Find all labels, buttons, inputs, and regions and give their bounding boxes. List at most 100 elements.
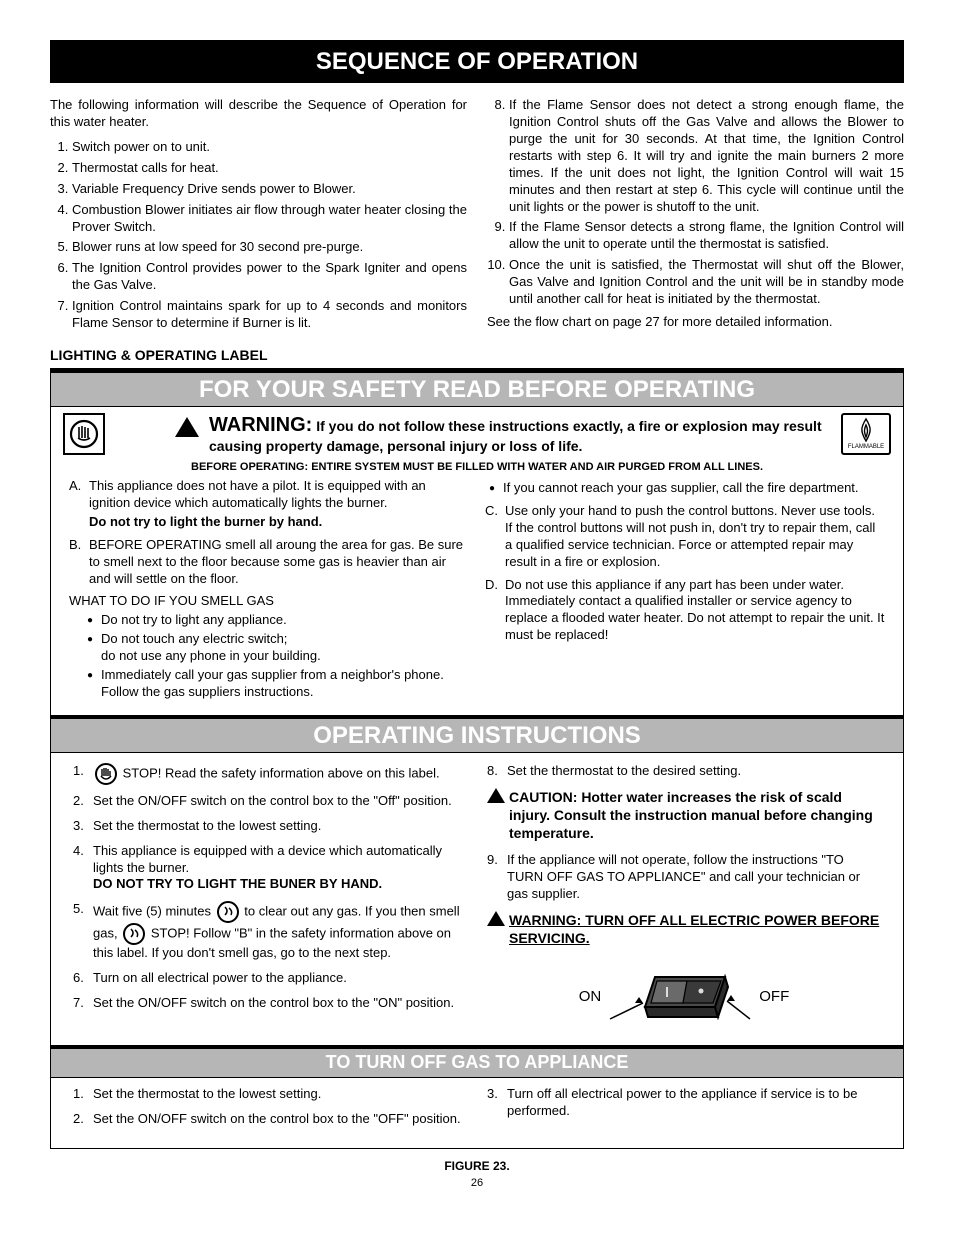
op-num: 2. — [73, 793, 93, 810]
op-text: STOP! Read the safety information above … — [123, 765, 440, 780]
op-text: Set the thermostat to the desired settin… — [507, 763, 881, 780]
operating-columns: 1. STOP! Read the safety information abo… — [51, 753, 903, 1032]
letter-b: B. — [69, 537, 89, 588]
op-text: Set the thermostat to the lowest setting… — [93, 818, 467, 835]
op-num: 3. — [73, 818, 93, 835]
warning-triangle-icon — [487, 911, 505, 926]
smell-gas-bullets: Do not try to light any appliance. Do no… — [69, 612, 469, 700]
seq-step: Once the unit is satisfied, the Thermost… — [509, 257, 904, 308]
op-text: This appliance is equipped with a device… — [93, 843, 442, 875]
warning-row: WARNING: If you do not follow these inst… — [51, 407, 903, 458]
op-step-3: 3.Set the thermostat to the lowest setti… — [73, 818, 467, 835]
seq-step: If the Flame Sensor does not detect a st… — [509, 97, 904, 215]
op-num: 5. — [73, 901, 93, 962]
op-text: Turn on all electrical power to the appl… — [93, 970, 467, 987]
sequence-list-left: Switch power on to unit. Thermostat call… — [50, 139, 467, 332]
warning-triangle-icon — [487, 788, 505, 803]
sequence-columns: The following information will describe … — [50, 97, 904, 336]
safety-item-b: B. BEFORE OPERATING smell all aroung the… — [69, 537, 469, 588]
letter-a: A. — [69, 478, 89, 531]
see-flowchart-note: See the flow chart on page 27 for more d… — [487, 314, 904, 331]
op-bold: DO NOT TRY TO LIGHT THE BUNER BY HAND. — [93, 876, 467, 893]
sequence-list-right: If the Flame Sensor does not detect a st… — [487, 97, 904, 308]
seq-step: Combustion Blower initiates air flow thr… — [72, 202, 467, 236]
smell-nose-icon — [217, 901, 239, 923]
safety-item-a: A. This appliance does not have a pilot.… — [69, 478, 469, 531]
op-step-1: 1. STOP! Read the safety information abo… — [73, 763, 467, 785]
sequence-right: If the Flame Sensor does not detect a st… — [487, 97, 904, 336]
page-title-bar: SEQUENCE OF OPERATION — [50, 40, 904, 83]
seq-step: Ignition Control maintains spark for up … — [72, 298, 467, 332]
operating-title-bar: OPERATING INSTRUCTIONS — [51, 715, 903, 753]
seq-step: Thermostat calls for heat. — [72, 160, 467, 177]
op-text: Set the ON/OFF switch on the control box… — [93, 995, 467, 1012]
op-text-c: STOP! Follow "B" in the safety informati… — [93, 926, 451, 961]
op-step-7: 7.Set the ON/OFF switch on the control b… — [73, 995, 467, 1012]
figure-label: FIGURE 23. — [50, 1159, 904, 1175]
safety-d-text: Do not use this appliance if any part ha… — [505, 577, 885, 645]
operating-left: 1. STOP! Read the safety information abo… — [73, 763, 467, 1032]
hand-stop-icon — [95, 763, 117, 785]
service-warning-text: WARNING: TURN OFF ALL ELECTRIC POWER BEF… — [509, 911, 881, 947]
seq-step: The Ignition Control provides power to t… — [72, 260, 467, 294]
op-text: Set the thermostat to the lowest setting… — [93, 1086, 467, 1103]
op-step-5: 5. Wait five (5) minutes to clear out an… — [73, 901, 467, 962]
on-off-switch-diagram: ON OFF — [487, 961, 881, 1031]
safety-title-bar: FOR YOUR SAFETY READ BEFORE OPERATING — [51, 369, 903, 407]
op-num: 1. — [73, 1086, 93, 1103]
turnoff-left: 1.Set the thermostat to the lowest setti… — [73, 1086, 467, 1136]
safety-a-text: This appliance does not have a pilot. It… — [89, 478, 426, 510]
smell-bullet: Immediately call your gas supplier from … — [87, 667, 469, 701]
smell-bullet: Do not try to light any appliance. — [87, 612, 469, 629]
op-num: 9. — [487, 852, 507, 903]
op-num: 8. — [487, 763, 507, 780]
op-text: Turn off all electrical power to the app… — [507, 1086, 881, 1120]
op-text: Set the ON/OFF switch on the control box… — [93, 1111, 467, 1128]
sequence-intro: The following information will describe … — [50, 97, 467, 131]
safety-columns: A. This appliance does not have a pilot.… — [51, 478, 903, 703]
service-warning-row: WARNING: TURN OFF ALL ELECTRIC POWER BEF… — [487, 911, 881, 947]
op-text-a: Wait five (5) minutes — [93, 904, 211, 919]
read-manual-icon — [63, 413, 105, 455]
safety-item-d: D. Do not use this appliance if any part… — [485, 577, 885, 645]
safety-right: If you cannot reach your gas supplier, c… — [485, 478, 885, 703]
op-step-2: 2.Set the ON/OFF switch on the control b… — [73, 793, 467, 810]
smell-gas-heading: WHAT TO DO IF YOU SMELL GAS — [69, 593, 469, 610]
smell-bullet: Do not touch any electric switch; do not… — [87, 631, 469, 665]
turnoff-step: 1.Set the thermostat to the lowest setti… — [73, 1086, 467, 1103]
seq-step: Variable Frequency Drive sends power to … — [72, 181, 467, 198]
op-num: 7. — [73, 995, 93, 1012]
op-step-4: 4. This appliance is equipped with a dev… — [73, 843, 467, 894]
safety-c-text: Use only your hand to push the control b… — [505, 503, 885, 571]
flammable-label: FLAMMABLE — [848, 444, 884, 452]
caution-row: CAUTION: Hotter water increases the risk… — [487, 788, 881, 843]
safety-b-text: BEFORE OPERATING smell all aroung the ar… — [89, 537, 469, 588]
rocker-switch-icon — [605, 961, 755, 1031]
safety-a-bold: Do not try to light the burner by hand. — [89, 514, 469, 531]
lighting-operating-label-heading: LIGHTING & OPERATING LABEL — [50, 346, 904, 364]
op-step-6: 6.Turn on all electrical power to the ap… — [73, 970, 467, 987]
turnoff-title-bar: TO TURN OFF GAS TO APPLIANCE — [51, 1045, 903, 1077]
op-step-8: 8.Set the thermostat to the desired sett… — [487, 763, 881, 780]
smell-bullet: If you cannot reach your gas supplier, c… — [489, 480, 885, 497]
op-text: If the appliance will not operate, follo… — [507, 852, 881, 903]
before-operating-note: BEFORE OPERATING: ENTIRE SYSTEM MUST BE … — [51, 458, 903, 478]
flammable-icon: FLAMMABLE — [841, 413, 891, 455]
op-num: 6. — [73, 970, 93, 987]
page-number: 26 — [50, 1176, 904, 1190]
turnoff-columns: 1.Set the thermostat to the lowest setti… — [51, 1078, 903, 1136]
letter-d: D. — [485, 577, 505, 645]
smell-nose-icon — [123, 923, 145, 945]
seq-step: Switch power on to unit. — [72, 139, 467, 156]
turnoff-step: 2.Set the ON/OFF switch on the control b… — [73, 1111, 467, 1128]
safety-item-c: C. Use only your hand to push the contro… — [485, 503, 885, 571]
op-num: 4. — [73, 843, 93, 894]
warning-triangle-icon — [175, 413, 199, 437]
on-label: ON — [579, 987, 602, 1007]
op-num: 3. — [487, 1086, 507, 1120]
sequence-left: The following information will describe … — [50, 97, 467, 336]
warning-label: WARNING: — [209, 414, 312, 436]
op-text: Set the ON/OFF switch on the control box… — [93, 793, 467, 810]
turnoff-step: 3.Turn off all electrical power to the a… — [487, 1086, 881, 1120]
letter-c: C. — [485, 503, 505, 571]
